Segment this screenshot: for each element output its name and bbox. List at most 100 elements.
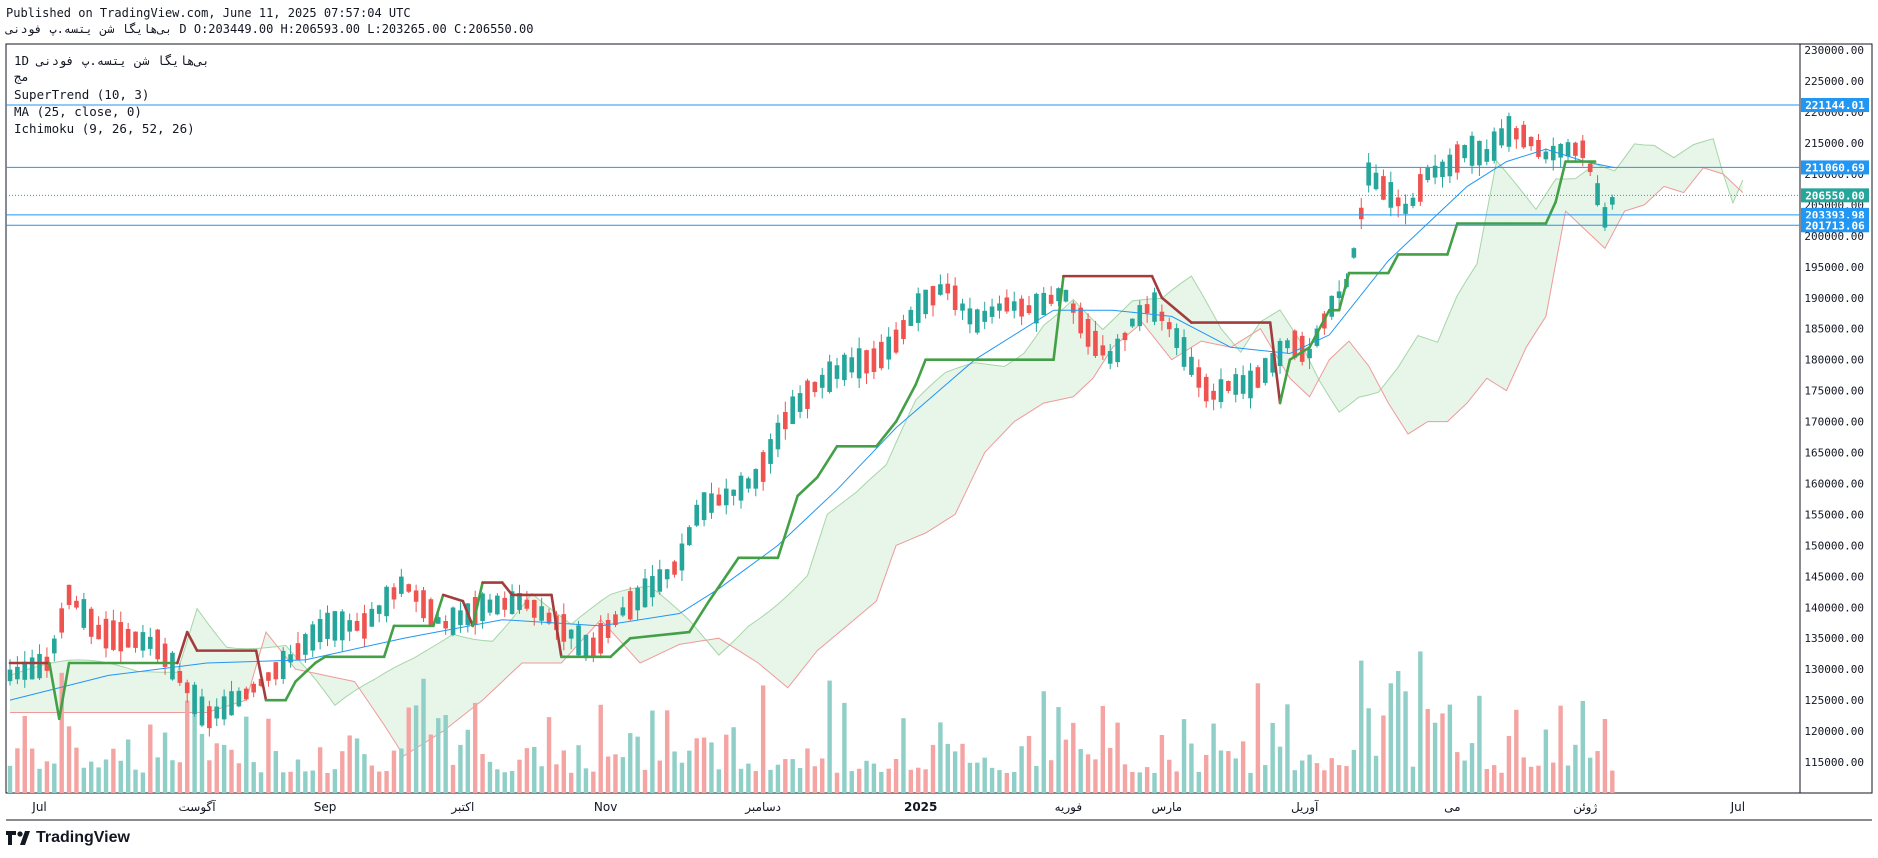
- volume-bar: [716, 769, 722, 793]
- candle-body: [1115, 338, 1120, 363]
- volume-bar: [44, 761, 50, 793]
- volume-bar: [709, 742, 714, 793]
- supertrend-segment: [185, 630, 199, 652]
- volume-bar: [1277, 746, 1283, 793]
- candle-body: [1381, 176, 1386, 200]
- legend-ichimoku[interactable]: Ichimoku (9, 26, 52, 26): [14, 121, 195, 136]
- candle-body: [22, 661, 28, 680]
- volume-bar: [162, 732, 168, 793]
- volume-bar: [908, 769, 914, 793]
- candle-body: [1425, 167, 1431, 181]
- candle-body: [347, 620, 352, 632]
- supertrend-segment: [914, 358, 927, 386]
- candle-body: [723, 488, 729, 506]
- candle-body: [96, 624, 101, 640]
- candle-body: [783, 411, 788, 430]
- y-tick-label: 130000.00: [1804, 663, 1864, 676]
- supertrend-segment: [550, 593, 563, 659]
- volume-bar: [1159, 734, 1165, 793]
- volume-bar: [369, 765, 375, 793]
- volume-bar: [221, 744, 227, 793]
- candle-body: [834, 365, 840, 379]
- volume-bar: [1359, 660, 1364, 793]
- volume-bar: [1587, 757, 1593, 793]
- volume-bar: [783, 759, 788, 793]
- candle-body: [258, 678, 264, 686]
- supertrend-segment: [500, 581, 514, 597]
- candle-body: [1174, 328, 1179, 348]
- volume-bar: [827, 680, 832, 793]
- volume-bar: [1425, 709, 1430, 793]
- tradingview-logo[interactable]: TradingView: [6, 829, 130, 847]
- candle-body: [613, 614, 618, 625]
- volume-bar: [1218, 750, 1224, 793]
- volume-bar: [1558, 705, 1563, 793]
- candle-body: [443, 621, 448, 629]
- candle-body: [1026, 305, 1032, 314]
- volume-bar: [753, 771, 758, 793]
- candle-body: [266, 672, 271, 681]
- y-tick-label: 175000.00: [1804, 385, 1864, 398]
- supertrend-segment: [57, 661, 71, 721]
- candle-body: [642, 578, 648, 608]
- candle-body: [871, 348, 877, 373]
- x-tick-label: مارس: [1152, 800, 1183, 815]
- candle-body: [1299, 335, 1305, 362]
- candle-body: [1595, 183, 1600, 206]
- volume-bar: [583, 768, 589, 793]
- volume-bar: [399, 748, 404, 793]
- candle-body: [74, 600, 79, 608]
- candle-body: [1329, 295, 1335, 317]
- y-tick-label: 200000.00: [1804, 230, 1864, 243]
- volume-bar: [1602, 718, 1608, 793]
- volume-bar: [568, 772, 574, 793]
- candle-body: [805, 380, 810, 409]
- candle-body: [568, 629, 574, 639]
- candle-body: [111, 620, 116, 650]
- candle-body: [598, 623, 604, 654]
- volume-bar: [1137, 772, 1142, 793]
- candle-body: [391, 587, 397, 600]
- volume-bar: [125, 739, 131, 793]
- volume-bar: [502, 772, 507, 793]
- volume-bar: [1469, 743, 1475, 793]
- candle-body: [842, 354, 847, 381]
- volume-bar: [1122, 764, 1128, 793]
- candle-body: [1602, 207, 1608, 228]
- volume-bar: [1484, 769, 1489, 793]
- candle-body: [620, 607, 626, 616]
- volume-bar: [554, 764, 559, 793]
- volume-bar: [413, 705, 419, 793]
- ohlc-values: D O:203449.00 H:206593.00 L:203265.00 C:…: [179, 22, 534, 36]
- volume-bar: [1115, 722, 1120, 793]
- volume-bar: [74, 747, 79, 793]
- ma-line: [9, 148, 1615, 701]
- volume-bar: [989, 767, 995, 793]
- legend-ma[interactable]: MA (25, close, 0): [14, 104, 142, 119]
- volume-bar: [1263, 765, 1268, 793]
- candle-body: [303, 634, 308, 655]
- candle-body: [960, 303, 965, 311]
- candle-body: [1270, 352, 1275, 373]
- candle-body: [1137, 305, 1143, 327]
- candle-body: [155, 629, 160, 660]
- volume-bar: [376, 771, 382, 793]
- volume-bar: [59, 672, 64, 793]
- volume-bar: [731, 727, 736, 793]
- volume-bar: [487, 761, 493, 793]
- supertrend-segment: [1446, 222, 1459, 256]
- candle-body: [797, 393, 803, 412]
- candle-body: [1240, 375, 1246, 394]
- supertrend-segment: [776, 494, 799, 560]
- candle-body: [325, 612, 330, 639]
- candle-body: [1543, 151, 1549, 160]
- candle-body: [576, 625, 581, 656]
- y-tick-label: 160000.00: [1804, 477, 1864, 490]
- candle-body: [687, 527, 692, 546]
- volume-bar: [229, 749, 234, 793]
- volume-bar: [140, 772, 146, 793]
- candle-body: [236, 690, 242, 707]
- legend-supertrend[interactable]: SuperTrend (10, 3): [14, 87, 150, 102]
- candle-body: [864, 350, 869, 374]
